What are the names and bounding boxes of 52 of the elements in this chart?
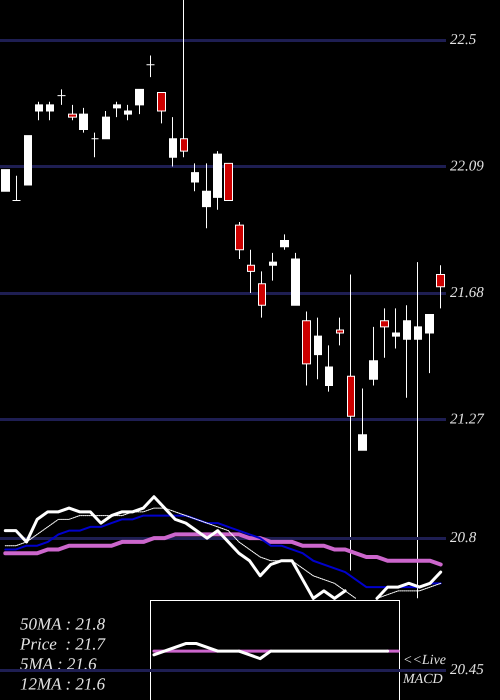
- annotation: 50MA : 21.8: [20, 614, 106, 634]
- candlestick: [369, 326, 378, 386]
- candlestick: [24, 135, 32, 186]
- candlestick: [135, 88, 144, 115]
- y-tick-label: 21.27: [450, 411, 486, 428]
- candlestick: [247, 249, 255, 294]
- candlestick: [235, 222, 244, 260]
- y-tick-label: 22.5: [450, 32, 477, 48]
- annotation: <<Live MACD: [402, 653, 450, 687]
- candlestick: [46, 101, 54, 121]
- annotation: 12MA : 21.6: [20, 674, 106, 694]
- line-series: [4, 514, 442, 588]
- candlestick: [12, 175, 21, 201]
- candlestick: [113, 101, 121, 118]
- candlestick: [124, 104, 132, 121]
- candlestick: [102, 110, 110, 140]
- line-series: [3, 532, 443, 567]
- candlestick: [392, 308, 400, 349]
- candlestick: [258, 270, 266, 318]
- line-series: [152, 642, 390, 660]
- candlestick: [91, 132, 99, 158]
- candlestick: [191, 162, 199, 192]
- annotation: Price : 21.7: [19, 634, 106, 654]
- candlestick: [202, 162, 211, 229]
- candlestick: [436, 264, 445, 309]
- candlestick: [35, 101, 43, 121]
- candlestick: [336, 317, 344, 346]
- candlestick: [146, 55, 155, 78]
- candlestick: [291, 252, 300, 306]
- y-tick-label: 20.45: [450, 662, 484, 678]
- candlestick: [302, 310, 311, 386]
- candlestick: [425, 314, 434, 374]
- candlestick: [157, 92, 166, 124]
- candlestick: [224, 162, 233, 201]
- candlestick: [358, 388, 367, 451]
- candlestick: [180, 0, 188, 158]
- candlestick: [269, 252, 277, 282]
- candlestick: [347, 274, 355, 571]
- candlestick: [1, 169, 10, 192]
- candlestick: [280, 234, 289, 250]
- candlestick: [79, 107, 88, 134]
- y-tick-label: 21.68: [450, 284, 484, 301]
- y-tick-label: 20.8: [450, 530, 477, 546]
- candlestick: [213, 150, 222, 210]
- candlestick: [314, 317, 322, 380]
- candlestick: [57, 88, 66, 106]
- candlestick: [325, 344, 333, 392]
- candlestick: [380, 308, 389, 358]
- candlestick: [403, 304, 411, 398]
- candlestick: [169, 116, 177, 168]
- candlestick: [68, 104, 77, 121]
- y-tick-label: 22.09: [450, 158, 484, 175]
